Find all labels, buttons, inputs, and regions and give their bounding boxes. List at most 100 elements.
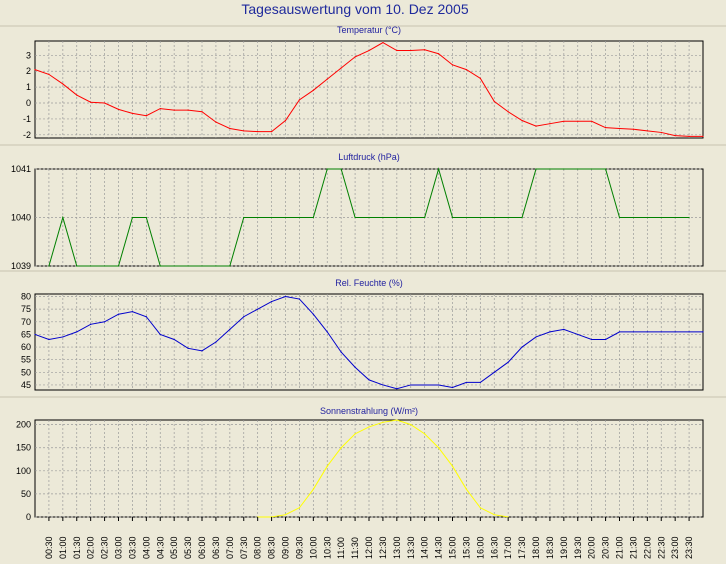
y-tick-label: 2 [26,66,31,76]
data-point [591,120,593,122]
x-tick-label: 02:00 [86,536,96,559]
data-point [257,216,259,219]
y-tick-label: 80 [21,292,31,302]
data-point [382,216,384,219]
x-tick-label: 13:30 [406,536,416,559]
data-point [284,216,287,219]
data-point [632,331,635,333]
x-tick-label: 22:00 [642,536,652,559]
y-tick-label: 0 [26,512,31,522]
data-point [437,168,440,170]
data-point [410,424,412,426]
x-tick-label: 06:30 [211,536,221,559]
data-point [451,386,454,389]
panel-title: Luftdruck (hPa) [338,152,400,162]
y-tick-label: 55 [21,355,31,365]
data-point [521,216,523,219]
data-point [131,311,134,313]
data-point [159,265,161,267]
y-tick-label: 1040 [11,213,31,223]
data-point [312,488,314,490]
data-point [437,384,440,386]
data-point [521,119,523,122]
x-tick-label: 17:00 [503,536,513,559]
data-point [632,216,635,219]
data-point [159,107,161,110]
data-point [479,507,481,509]
data-point [660,331,662,333]
data-point [117,265,120,267]
data-point [424,49,426,51]
data-point [410,216,412,219]
data-point [270,216,273,219]
x-tick-label: 01:00 [58,536,68,559]
data-point [632,128,635,130]
x-tick-label: 12:00 [364,536,374,559]
data-point [660,131,662,134]
x-tick-label: 23:00 [670,536,680,559]
data-point [396,388,398,390]
data-point [62,216,64,219]
x-tick-label: 15:00 [448,536,458,559]
x-tick-label: 22:30 [656,536,666,559]
x-tick-label: 08:00 [253,536,263,559]
data-point [368,49,370,52]
x-tick-label: 19:30 [573,536,583,559]
data-point [535,336,537,338]
data-point [604,127,607,129]
data-point [465,488,468,490]
data-point [243,216,245,219]
x-tick-label: 09:30 [294,536,304,559]
x-tick-label: 01:30 [72,536,82,559]
data-point [577,120,579,122]
y-tick-label: 45 [21,380,31,390]
data-point [90,265,92,267]
data-point [591,168,593,170]
x-tick-label: 11:30 [350,537,360,559]
data-point [187,265,189,267]
panel-title: Temperatur (°C) [337,25,401,35]
data-point [535,168,537,170]
data-point [201,265,203,267]
data-point [215,121,217,123]
data-point [563,120,565,122]
data-point [103,321,106,323]
x-tick-label: 14:00 [420,536,430,559]
data-point [145,316,147,318]
data-point [646,130,648,132]
data-point [48,338,50,341]
x-tick-label: 19:00 [559,536,569,559]
y-tick-label: 3 [26,50,31,60]
data-point [577,333,579,336]
data-point [354,56,356,58]
data-point [48,73,50,75]
x-tick-label: 10:30 [322,536,332,559]
data-point [549,123,551,125]
data-point [103,102,106,104]
data-point [521,346,523,348]
data-point [618,216,621,219]
x-tick-label: 09:00 [281,536,291,559]
data-point [117,108,120,110]
data-point [382,41,384,44]
data-point [410,49,412,52]
data-point [257,131,259,133]
x-tick-label: 02:30 [100,536,110,559]
data-point [215,265,217,267]
x-tick-label: 06:00 [197,536,207,559]
x-tick-label: 12:30 [378,536,388,559]
data-point [702,331,704,333]
data-point [451,64,454,66]
data-point [340,447,342,449]
x-tick-label: 13:00 [392,536,402,559]
data-point [312,89,314,91]
data-point [201,111,203,113]
data-point [354,216,356,219]
data-point [396,216,398,219]
data-point [76,94,78,96]
y-tick-label: 0 [26,98,31,108]
page-title: Tagesauswertung vom 10. Dez 2005 [241,1,469,17]
data-point [90,323,92,325]
